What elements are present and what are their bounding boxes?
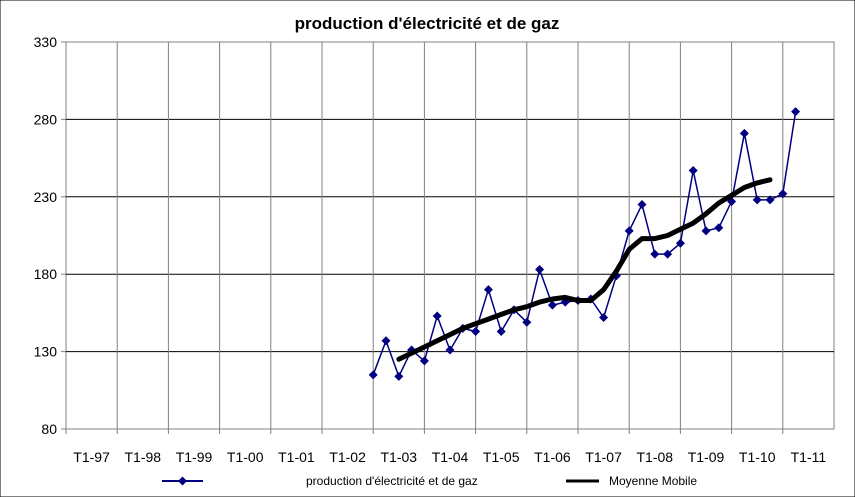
y-tick-label-2: 180 (34, 266, 58, 282)
y-tick-label-4: 280 (34, 111, 58, 127)
data-point-production-18 (599, 313, 609, 323)
data-point-production-9 (483, 285, 493, 295)
data-point-production-2 (394, 371, 404, 381)
data-point-production-0 (368, 370, 378, 380)
x-tick-label-13: T1-10 (739, 449, 776, 465)
data-point-production-32 (778, 189, 788, 199)
y-tick-label-3: 230 (34, 189, 58, 205)
data-point-production-14 (547, 300, 557, 310)
data-point-production-4 (419, 356, 429, 366)
x-tick-label-10: T1-07 (585, 449, 622, 465)
data-point-production-31 (765, 195, 775, 205)
legend: production d'électricité et de gaz Moyen… (162, 474, 697, 488)
y-tick-label-5: 330 (34, 34, 58, 50)
data-point-production-26 (701, 226, 711, 236)
x-tick-label-2: T1-99 (176, 449, 213, 465)
x-axis-ticks: T1-97 T1-98 T1-99 T1-00 T1-01 T1-02 T1-03 T1-04… (65, 429, 827, 465)
data-point-production-29 (739, 128, 749, 138)
data-point-production-1 (381, 336, 391, 346)
data-point-production-10 (496, 326, 506, 336)
data-point-production-33 (791, 107, 801, 117)
x-tick-label-5: T1-02 (329, 449, 366, 465)
data-point-production-6 (445, 345, 455, 355)
legend-marker-production (178, 476, 187, 486)
data-point-production-23 (663, 249, 673, 259)
data-point-production-30 (752, 195, 762, 205)
legend-label-production: production d'électricité et de gaz (306, 474, 478, 488)
y-tick-label-1: 130 (34, 344, 58, 360)
x-tick-label-4: T1-01 (278, 449, 315, 465)
x-tick-label-3: T1-00 (227, 449, 264, 465)
x-tick-label-0: T1-97 (73, 449, 110, 465)
x-tick-label-12: T1-09 (688, 449, 725, 465)
data-point-production-24 (675, 238, 685, 248)
x-tick-label-11: T1-08 (637, 449, 674, 465)
x-tick-label-14: T1-11 (791, 449, 827, 465)
data-point-production-27 (714, 223, 724, 233)
data-point-production-5 (432, 311, 442, 321)
data-point-production-22 (650, 249, 660, 259)
x-tick-label-7: T1-04 (432, 449, 469, 465)
data-point-production-8 (471, 326, 481, 336)
data-point-production-25 (688, 165, 698, 175)
data-point-production-21 (637, 200, 647, 210)
y-tick-label-0: 80 (41, 421, 57, 437)
series-layer (368, 107, 801, 381)
x-tick-label-1: T1-98 (125, 449, 162, 465)
legend-label-moyenne-mobile: Moyenne Mobile (609, 474, 697, 488)
x-tick-label-6: T1-03 (381, 449, 418, 465)
x-tick-label-8: T1-05 (483, 449, 520, 465)
series-line-moyenne-mobile (396, 177, 773, 362)
x-tick-label-9: T1-06 (534, 449, 571, 465)
y-axis-ticks: 80 130 180 230 280 330 (34, 34, 66, 437)
data-point-production-13 (535, 265, 545, 275)
chart-title: production d'électricité et de gaz (295, 14, 560, 33)
plot-area (65, 41, 835, 430)
data-point-production-12 (522, 317, 532, 327)
data-point-production-20 (624, 226, 634, 236)
